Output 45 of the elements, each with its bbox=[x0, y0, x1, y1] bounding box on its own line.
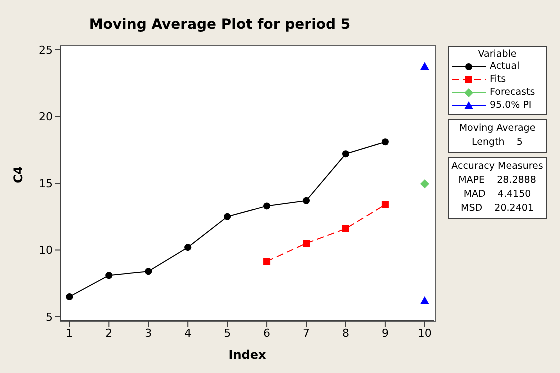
x-tick-label: 3 bbox=[145, 326, 152, 340]
legend-label: Forecasts bbox=[490, 87, 536, 98]
point bbox=[264, 258, 271, 266]
text: MAPE 28.2888 bbox=[458, 174, 538, 188]
point bbox=[184, 244, 192, 252]
point bbox=[382, 201, 389, 208]
y-tick-label: 10 bbox=[39, 244, 53, 258]
y-axis-title: C4 bbox=[11, 166, 26, 184]
point bbox=[66, 293, 74, 300]
x-tick-label: 6 bbox=[264, 326, 271, 340]
y-tick-label: 20 bbox=[39, 110, 53, 124]
x-tick-label: 1 bbox=[66, 326, 74, 340]
point bbox=[145, 268, 152, 276]
y-tick-label: 5 bbox=[46, 310, 53, 324]
y-tick-label: 15 bbox=[39, 177, 53, 190]
x-tick-label: 4 bbox=[184, 326, 192, 340]
x-tick-label: 10 bbox=[418, 326, 432, 340]
y-tick-label: 25 bbox=[39, 44, 53, 57]
chart-title: Moving Average Plot for period 5 bbox=[88, 17, 352, 33]
text: MSD 20.2401 bbox=[460, 202, 535, 216]
x-tick-label: 9 bbox=[382, 326, 389, 340]
point bbox=[342, 150, 350, 158]
legend-title: Variable bbox=[477, 49, 518, 60]
text: Moving Average bbox=[458, 122, 537, 136]
x-tick-label: 2 bbox=[106, 326, 113, 340]
point bbox=[303, 197, 310, 204]
legend-label: Actual bbox=[490, 61, 520, 72]
x-tick-label: 7 bbox=[303, 326, 310, 340]
point bbox=[420, 180, 430, 189]
point bbox=[382, 138, 389, 146]
point bbox=[342, 225, 350, 232]
text: Length 5 bbox=[471, 136, 524, 150]
point bbox=[420, 62, 430, 70]
point bbox=[106, 272, 113, 280]
legend-label: 95.0% PI bbox=[490, 100, 532, 111]
x-axis-title: Index bbox=[228, 348, 266, 362]
point bbox=[264, 202, 271, 210]
x-tick-label: 8 bbox=[342, 326, 350, 340]
legend-label: Fits bbox=[490, 74, 506, 85]
text: MAD 4.4150 bbox=[462, 188, 532, 202]
text: Accuracy Measures bbox=[451, 160, 544, 174]
x-tick-label: 5 bbox=[224, 326, 232, 340]
point bbox=[303, 240, 310, 248]
point bbox=[224, 213, 232, 220]
point bbox=[420, 296, 430, 304]
